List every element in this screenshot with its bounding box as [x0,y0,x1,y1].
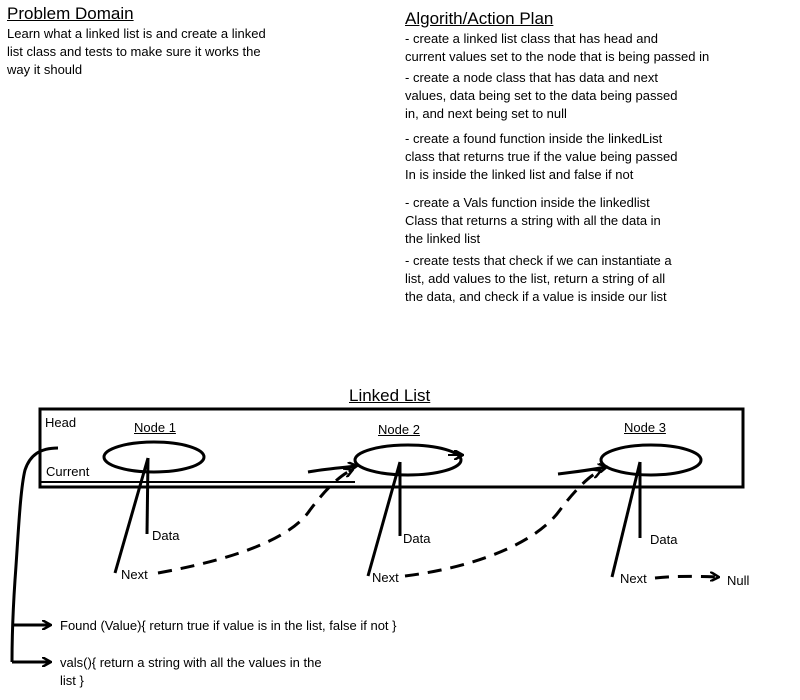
node-1-next-label: Next [121,567,148,582]
node-2-next-label: Next [372,570,399,585]
problem-domain-line: way it should [7,62,83,77]
plan-title: Algorith/Action Plan [405,9,554,28]
problem-domain-line: list class and tests to make sure it wor… [7,44,261,59]
plan-line: - create a node class that has data and … [405,70,658,85]
head-bracket-line [10,446,59,663]
plan-line: In is inside the linked list and false i… [405,167,634,182]
plan-item: - create a Vals function inside the link… [405,194,745,248]
problem-domain-title: Problem Domain [7,4,134,23]
vals-line: list } [60,673,84,688]
node-1-shape [102,440,206,474]
plan-line: - create a Vals function inside the link… [405,195,650,210]
plan-line: Class that returns a string with all the… [405,213,661,228]
current-label: Current [46,464,90,479]
plan-item: - create tests that check if we can inst… [405,252,745,306]
plan-line: in, and next being set to null [405,106,567,121]
node-3-next-label: Next [620,571,647,586]
plan-item: - create a found function inside the lin… [405,130,745,184]
node-2-entry-arrow [307,466,356,474]
plan-item: - create a node class that has data and … [405,69,745,123]
node-1-data-pointer [145,457,150,535]
plan-line: current values set to the node that is b… [405,49,710,64]
found-function-text: Found (Value){ return true if value is i… [60,618,397,633]
node-3-next-pointer [610,461,642,578]
node-2-next-pointer [366,461,402,577]
plan-line: the data, and check if a value is inside… [405,289,667,304]
next-arrow-3-to-null [654,576,718,578]
node-2-data-label: Data [403,531,431,546]
node-3-title: Node 3 [624,420,666,435]
plan-line: class that returns true if the value bei… [405,149,678,164]
problem-domain-text: Learn what a linked list is and create a… [7,25,307,79]
node-3-entry-arrow [557,467,606,476]
plan-item: - create a linked list class that has he… [405,30,745,66]
plan-line: - create a found function inside the lin… [405,131,663,146]
plan-line: - create a linked list class that has he… [405,31,658,46]
next-arrow-2-to-3 [404,471,600,578]
node-1-next-pointer [113,457,150,574]
plan-line: list, add values to the list, return a s… [405,271,666,286]
null-label: Null [727,573,750,588]
node-2-shape [353,443,463,477]
linked-list-title: Linked List [349,386,431,405]
next-arrow-1-to-2 [157,470,352,575]
problem-domain-line: Learn what a linked list is and create a… [7,26,266,41]
plan-line: the linked list [405,231,481,246]
vals-line: vals(){ return a string with all the val… [60,655,322,670]
head-label: Head [45,415,77,430]
node-2-title: Node 2 [378,422,420,437]
node-3-data-label: Data [650,532,678,547]
node-3-shape [599,443,703,477]
vals-function-text: vals(){ return a string with all the val… [60,654,360,690]
plan-line: - create tests that check if we can inst… [405,253,672,268]
plan-line: values, data being set to the data being… [405,88,678,103]
node-1-title: Node 1 [134,420,176,435]
node-1-data-label: Data [152,528,180,543]
